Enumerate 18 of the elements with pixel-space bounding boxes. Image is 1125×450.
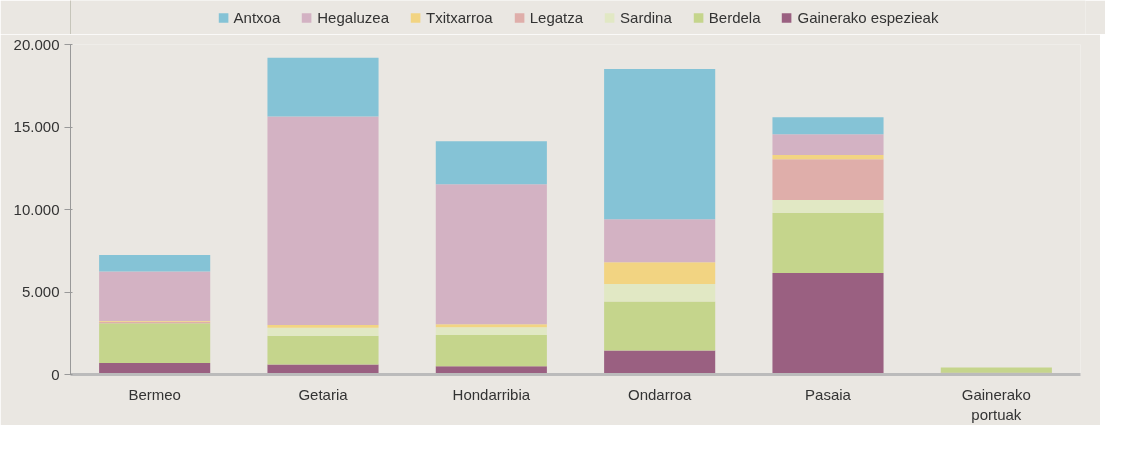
legend-label: Antxoa — [233, 8, 281, 26]
x-tick-label: Pasaia — [805, 385, 852, 403]
y-tick-label: 10.000 — [13, 200, 60, 218]
y-tick-label: 15.000 — [13, 118, 60, 135]
legend-label: Sardina — [620, 8, 672, 26]
legend-label: Berdela — [708, 8, 761, 26]
legend-label: Gainerako espezieak — [797, 8, 939, 26]
legend-label: Legatza — [529, 8, 584, 26]
x-tick-label: Hondarribia — [452, 385, 531, 403]
y-tick-label: 20.000 — [13, 35, 60, 53]
x-tick-label: Bermeo — [128, 385, 181, 403]
x-tick-label: Gainerako portuak — [961, 385, 1031, 423]
y-tick-label: 0 — [51, 365, 60, 383]
legend-label: Hegaluzea — [317, 8, 390, 26]
x-tick-label: Getaria — [298, 385, 349, 403]
legend-label: Txitxarroa — [426, 8, 493, 26]
y-tick-label: 5.000 — [21, 283, 60, 300]
x-tick-label: Ondarroa — [627, 385, 693, 403]
